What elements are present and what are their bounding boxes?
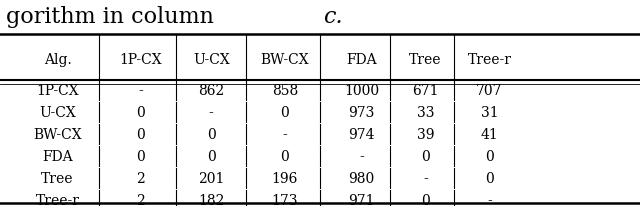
Text: 858: 858 [271, 84, 298, 98]
Text: -: - [359, 149, 364, 163]
Text: c.: c. [323, 6, 343, 28]
Text: -: - [487, 193, 492, 206]
Text: FDA: FDA [42, 149, 73, 163]
Text: Alg.: Alg. [44, 53, 72, 67]
Text: 173: 173 [271, 193, 298, 206]
Text: 707: 707 [476, 84, 503, 98]
Text: U-CX: U-CX [193, 53, 230, 67]
Text: 0: 0 [207, 128, 216, 141]
Text: 0: 0 [421, 193, 430, 206]
Text: BW-CX: BW-CX [33, 128, 82, 141]
Text: FDA: FDA [346, 53, 377, 67]
Text: 196: 196 [271, 171, 298, 185]
Text: 2: 2 [136, 171, 145, 185]
Text: 0: 0 [207, 149, 216, 163]
Text: U-CX: U-CX [39, 106, 76, 119]
Text: Tree-r: Tree-r [36, 193, 79, 206]
Text: Tree: Tree [42, 171, 74, 185]
Text: 0: 0 [136, 149, 145, 163]
Text: -: - [423, 171, 428, 185]
Text: 1P-CX: 1P-CX [120, 53, 162, 67]
Text: 201: 201 [198, 171, 225, 185]
Text: gorithm in column: gorithm in column [6, 6, 221, 28]
Text: 671: 671 [412, 84, 439, 98]
Text: Tree: Tree [410, 53, 442, 67]
Text: 41: 41 [481, 128, 499, 141]
Text: 2: 2 [136, 193, 145, 206]
Text: 862: 862 [198, 84, 225, 98]
Text: 1000: 1000 [344, 84, 379, 98]
Text: 974: 974 [348, 128, 375, 141]
Text: 0: 0 [280, 149, 289, 163]
Text: 973: 973 [348, 106, 375, 119]
Text: 182: 182 [198, 193, 225, 206]
Text: BW-CX: BW-CX [260, 53, 309, 67]
Text: 0: 0 [485, 171, 494, 185]
Text: 0: 0 [136, 128, 145, 141]
Text: 971: 971 [348, 193, 375, 206]
Text: 980: 980 [348, 171, 375, 185]
Text: 1P-CX: 1P-CX [36, 84, 79, 98]
Text: -: - [138, 84, 143, 98]
Text: 33: 33 [417, 106, 435, 119]
Text: 0: 0 [136, 106, 145, 119]
Text: 0: 0 [421, 149, 430, 163]
Text: -: - [282, 128, 287, 141]
Text: 31: 31 [481, 106, 499, 119]
Text: -: - [209, 106, 214, 119]
Text: 39: 39 [417, 128, 435, 141]
Text: 0: 0 [280, 106, 289, 119]
Text: Tree-r: Tree-r [468, 53, 511, 67]
Text: 0: 0 [485, 149, 494, 163]
